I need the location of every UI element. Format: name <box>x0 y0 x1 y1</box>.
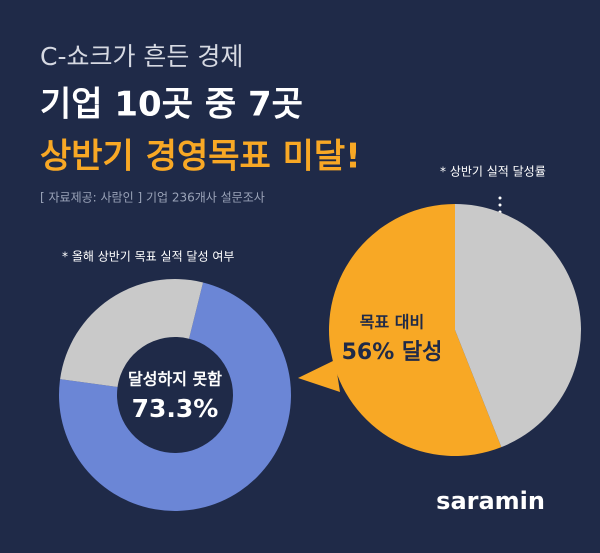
chart-subtitle: * 올해 상반기 목표 실적 달성 여부 <box>62 250 234 264</box>
logo: saramin <box>436 487 545 515</box>
slice <box>455 204 582 448</box>
slice-label: 목표 대비 <box>360 313 424 332</box>
value-label: 56% 달성 <box>342 340 443 365</box>
highlight: 상반기 경영목표 미달! <box>40 137 361 177</box>
callout-pointer <box>298 360 340 392</box>
source: [ 자료제공: 사람인 ] 기업 236개사 설문조사 <box>40 191 265 205</box>
slice <box>329 204 502 456</box>
kicker: C-쇼크가 흔든 경제 <box>40 42 243 71</box>
slice <box>60 279 204 388</box>
slice <box>58 282 291 511</box>
slice-label: 달성하지 못함 <box>128 370 222 389</box>
value-label: 73.3% <box>132 394 219 423</box>
chart-subtitle: * 상반기 실적 달성률 <box>440 165 546 179</box>
title: 기업 10곳 중 7곳 <box>40 85 303 125</box>
